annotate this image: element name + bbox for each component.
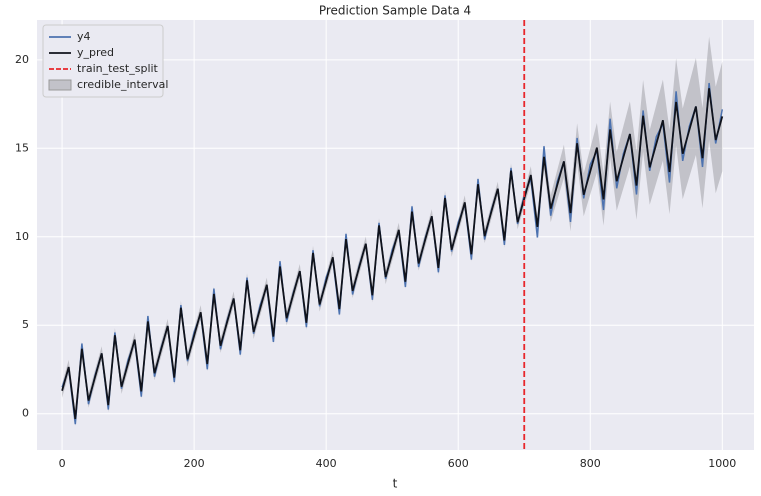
x-tick-label: 600: [448, 457, 469, 470]
marks: [61, 20, 724, 450]
chart-title: Prediction Sample Data 4: [319, 4, 471, 18]
legend-label: train_test_split: [77, 62, 159, 75]
y-tick-label: 5: [22, 318, 29, 331]
credible-band: [62, 36, 723, 426]
x-tick-label: 400: [316, 457, 337, 470]
x-tick-label: 800: [580, 457, 601, 470]
x-tick-label: 200: [184, 457, 205, 470]
x-tick-label: 1000: [708, 457, 736, 470]
legend-label: y_pred: [77, 46, 114, 59]
y-tick-label: 20: [15, 53, 29, 66]
legend-label: credible_interval: [77, 78, 168, 91]
legend-swatch: [48, 79, 72, 91]
x-axis-label: t: [393, 477, 398, 491]
y-tick-label: 0: [22, 407, 29, 420]
x-tick-label: 0: [59, 457, 66, 470]
legend-label: y4: [77, 30, 91, 43]
legend-box: [42, 24, 164, 98]
legend: y4 y_pred train_test_split credible_interva…: [42, 24, 168, 98]
y-tick-label: 10: [15, 230, 29, 243]
y-tick-label: 15: [15, 141, 29, 154]
series-line: [61, 88, 724, 420]
